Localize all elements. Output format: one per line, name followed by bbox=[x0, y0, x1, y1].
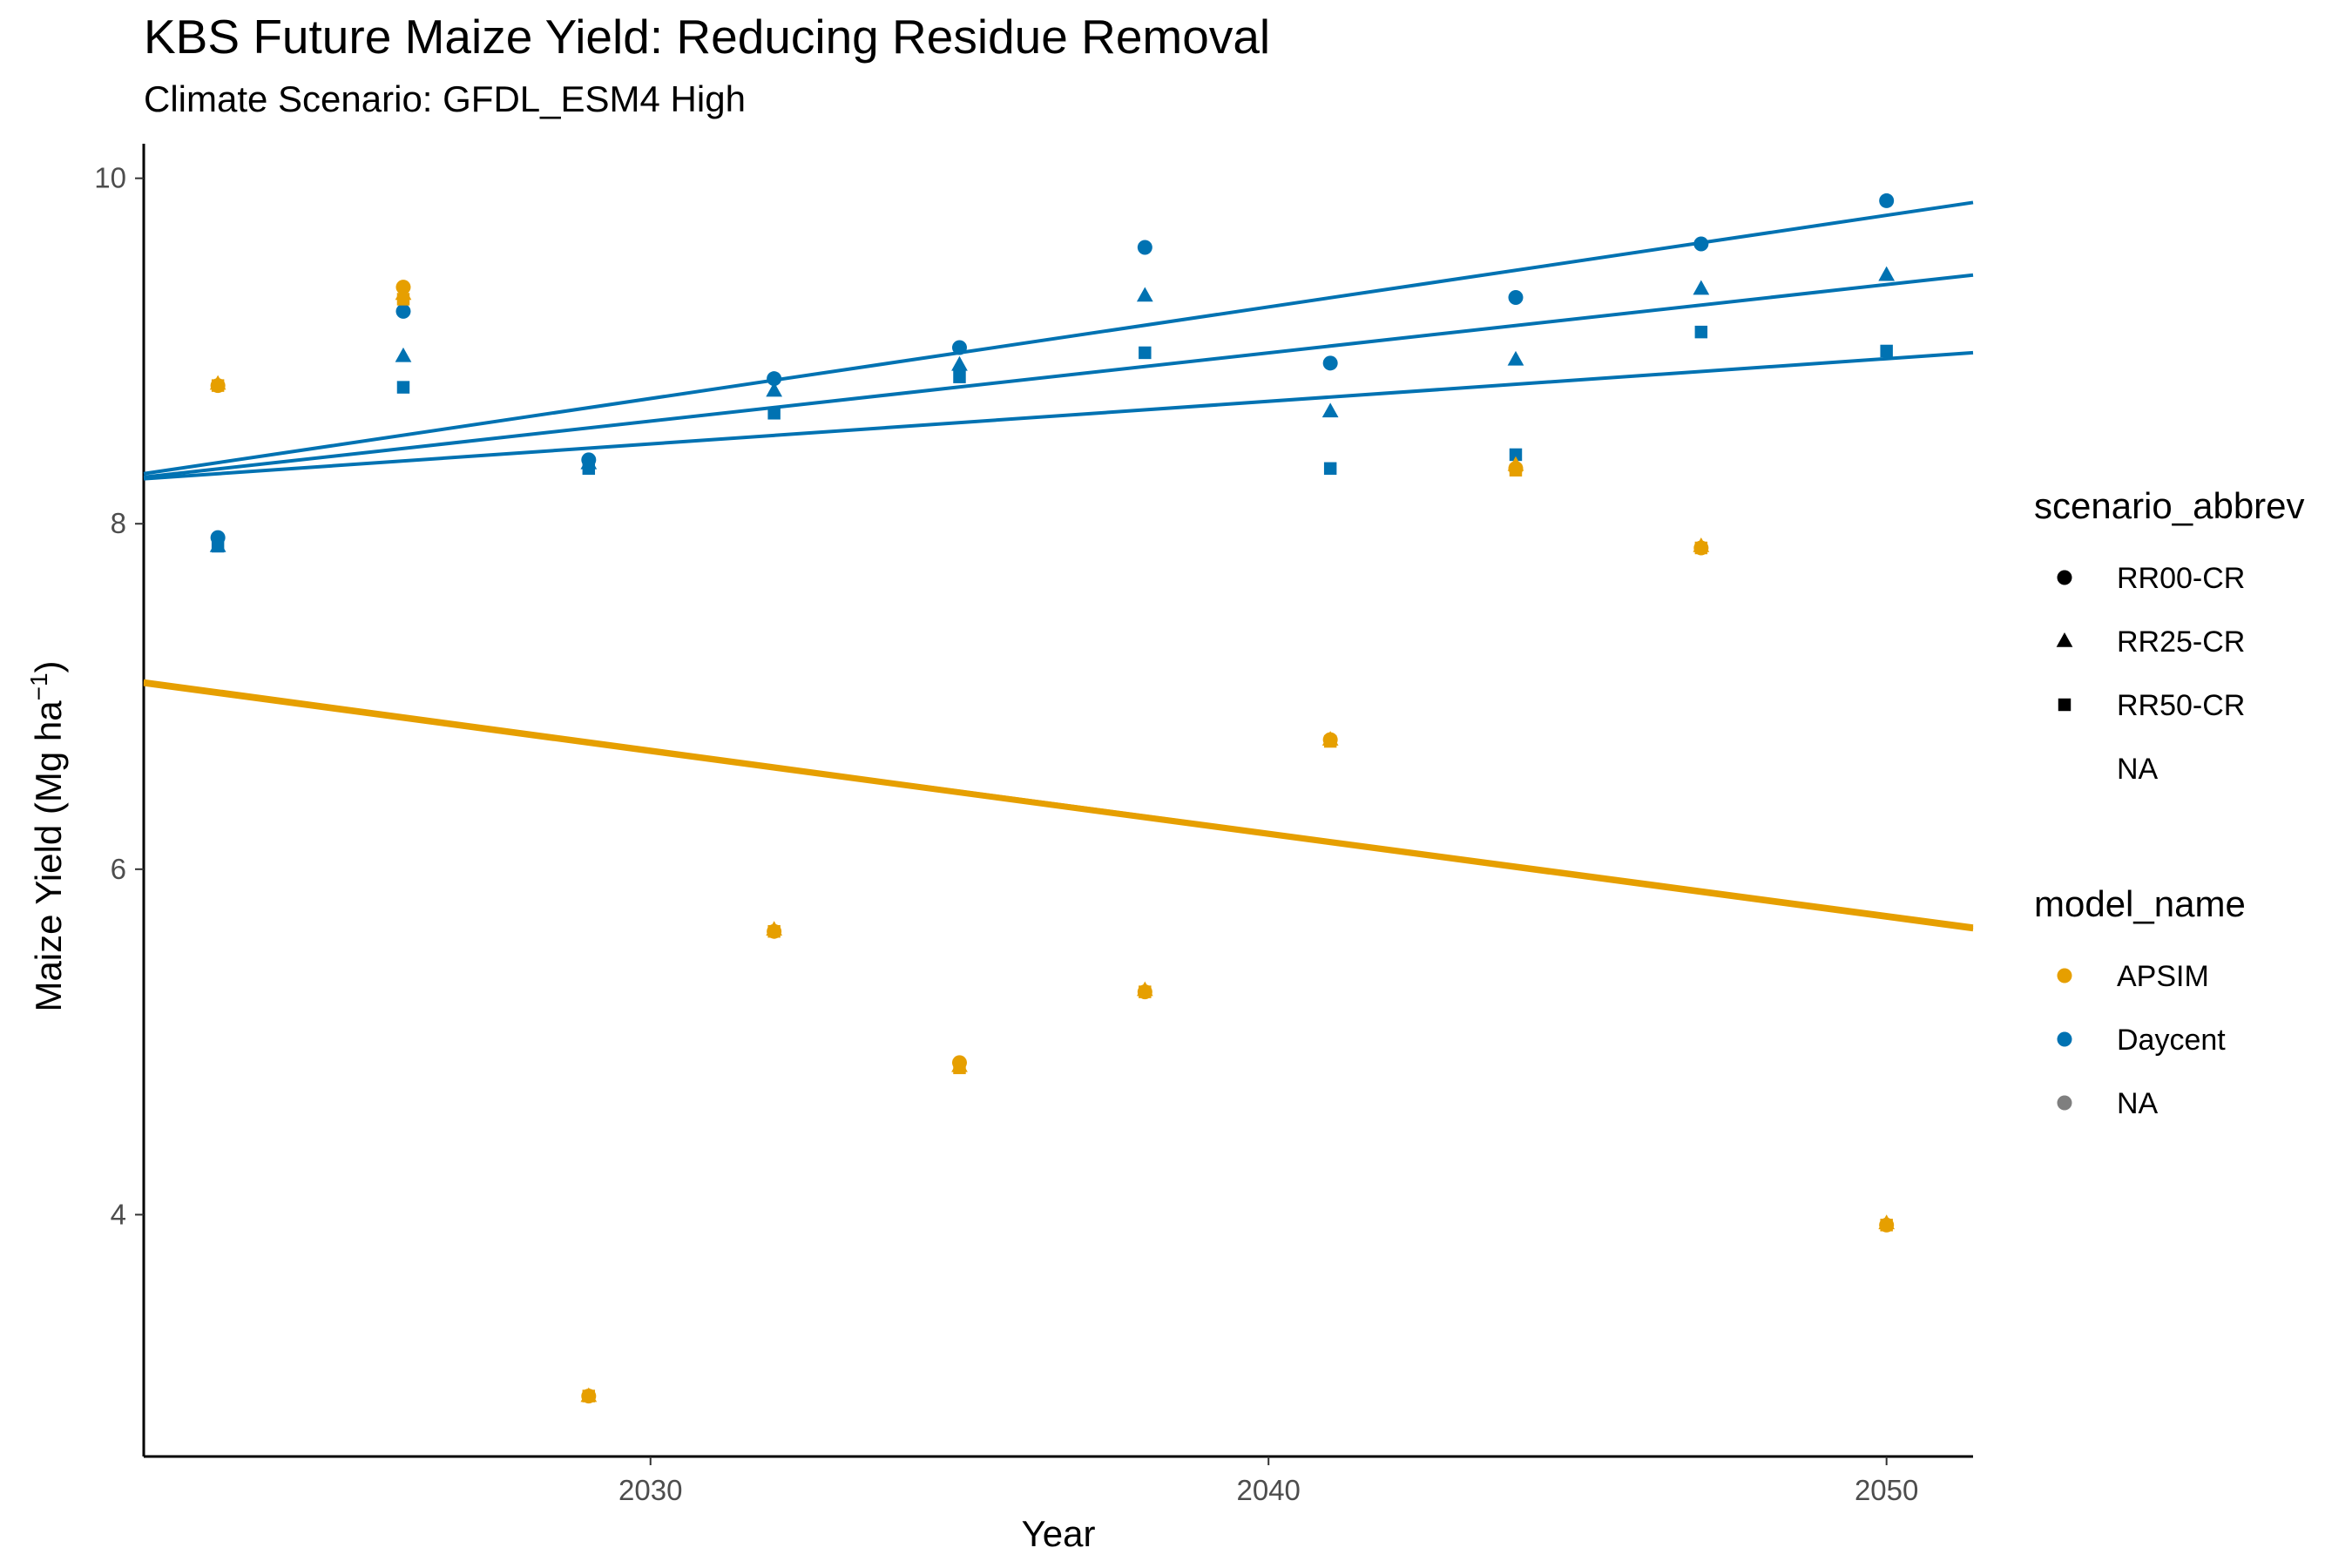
x-axis-title: Year bbox=[1022, 1513, 1096, 1554]
chart-subtitle: Climate Scenario: GFDL_ESM4 High bbox=[144, 78, 746, 119]
data-point-daycent-rr25-cr bbox=[395, 347, 412, 362]
legend-label: NA bbox=[2117, 1087, 2159, 1120]
data-point-daycent-rr00-cr bbox=[1508, 289, 1524, 305]
data-point-apsim-rr50-cr bbox=[1323, 734, 1337, 748]
chart-title: KBS Future Maize Yield: Reducing Residue… bbox=[144, 10, 1271, 64]
trend-line-apsim-rr25-cr bbox=[143, 680, 1974, 929]
data-point-daycent-rr25-cr bbox=[1321, 402, 1339, 418]
data-point-daycent-rr00-cr bbox=[767, 371, 782, 387]
legend-label: Daycent bbox=[2117, 1024, 2226, 1057]
x-tick-label: 2040 bbox=[1237, 1474, 1301, 1506]
data-point-daycent-rr25-cr bbox=[1693, 280, 1710, 295]
legend-key-na bbox=[2057, 1095, 2072, 1111]
x-tick-label: 2050 bbox=[1855, 1474, 1918, 1506]
data-point-daycent-rr50-cr bbox=[582, 462, 596, 476]
y-axis-title-main: Maize Yield (Mg ha bbox=[28, 700, 69, 1012]
data-point-daycent-rr50-cr bbox=[1509, 448, 1523, 462]
legend-title: scenario_abbrev bbox=[2034, 485, 2305, 526]
data-points bbox=[209, 193, 1896, 1404]
data-point-apsim-rr50-cr bbox=[396, 293, 410, 306]
data-point-daycent-rr50-cr bbox=[1323, 462, 1337, 476]
data-point-daycent-rr00-cr bbox=[951, 340, 967, 355]
legend-label: RR25-CR bbox=[2117, 625, 2245, 659]
y-tick-label: 10 bbox=[94, 162, 126, 194]
data-point-daycent-rr00-cr bbox=[1693, 236, 1709, 252]
data-point-apsim-rr50-cr bbox=[767, 924, 781, 938]
data-point-daycent-rr50-cr bbox=[211, 539, 225, 553]
y-tick-label: 8 bbox=[111, 507, 126, 539]
y-axis-title-sup: −1 bbox=[25, 672, 52, 700]
data-point-daycent-rr25-cr bbox=[951, 355, 968, 371]
legend-title: model_name bbox=[2034, 883, 2246, 924]
data-point-daycent-rr00-cr bbox=[1879, 193, 1895, 208]
data-point-apsim-rr50-cr bbox=[211, 379, 225, 392]
data-point-daycent-rr50-cr bbox=[1880, 344, 1893, 358]
data-point-apsim-rr50-cr bbox=[1880, 1219, 1893, 1232]
data-point-daycent-rr00-cr bbox=[1322, 355, 1338, 371]
data-point-daycent-rr50-cr bbox=[953, 370, 966, 383]
legend-label: NA bbox=[2117, 753, 2159, 786]
y-axis-title: Maize Yield (Mg ha−1) bbox=[25, 660, 69, 1011]
trend-line-daycent-rr00-cr bbox=[143, 200, 1974, 476]
data-point-daycent-rr50-cr bbox=[396, 381, 410, 394]
data-point-daycent-rr50-cr bbox=[1694, 325, 1708, 339]
legend-label: RR50-CR bbox=[2117, 689, 2245, 722]
data-point-apsim-rr50-cr bbox=[953, 1061, 966, 1075]
data-point-daycent-rr25-cr bbox=[1507, 350, 1524, 366]
data-point-daycent-rr50-cr bbox=[1139, 346, 1152, 360]
data-point-apsim-rr50-cr bbox=[1139, 985, 1152, 998]
data-point-daycent-rr50-cr bbox=[767, 407, 781, 420]
data-point-daycent-rr00-cr bbox=[1137, 240, 1152, 255]
data-point-apsim-rr50-cr bbox=[582, 1389, 596, 1402]
y-axis-title-close: ) bbox=[28, 660, 69, 672]
data-point-apsim-rr50-cr bbox=[1509, 463, 1523, 476]
legend-key-rr25-cr bbox=[2056, 632, 2073, 647]
y-tick-label: 6 bbox=[111, 853, 126, 885]
legend-key-daycent bbox=[2057, 1031, 2072, 1047]
legend: scenario_abbrev RR00-CR RR25-CR RR50-CR NA mo… bbox=[2034, 485, 2305, 1120]
axes: 4 6 8 10 2030 2040 2050 bbox=[94, 144, 1973, 1506]
x-tick-label: 2030 bbox=[618, 1474, 682, 1506]
data-point-daycent-rr25-cr bbox=[1136, 287, 1153, 302]
data-point-daycent-rr00-cr bbox=[395, 303, 411, 319]
trend-line-apsim-rr50-cr bbox=[143, 682, 1974, 932]
legend-key-rr50-cr bbox=[2058, 698, 2072, 712]
trend-line-daycent-rr25-cr bbox=[143, 273, 1974, 479]
trend-line-daycent-rr50-cr bbox=[143, 350, 1974, 481]
legend-label: APSIM bbox=[2117, 960, 2209, 993]
y-tick-label: 4 bbox=[111, 1198, 126, 1230]
data-point-apsim-rr50-cr bbox=[1694, 541, 1708, 555]
data-point-daycent-rr25-cr bbox=[1878, 266, 1896, 281]
data-point-daycent-rr25-cr bbox=[766, 382, 783, 397]
legend-key-apsim bbox=[2057, 968, 2072, 983]
legend-key-rr00-cr bbox=[2057, 570, 2072, 585]
trend-lines bbox=[143, 200, 1974, 932]
legend-label: RR00-CR bbox=[2117, 562, 2245, 595]
